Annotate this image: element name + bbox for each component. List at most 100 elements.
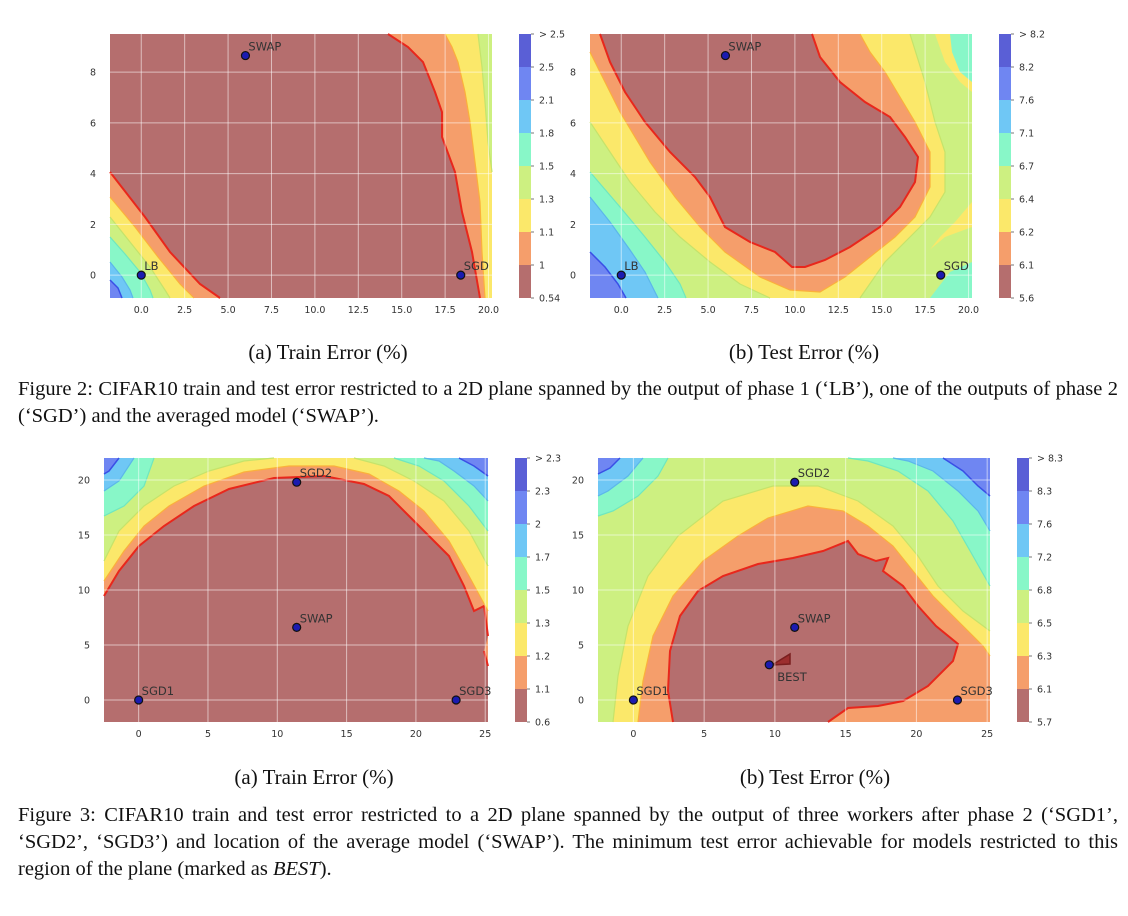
y-tick-label: 20 [572,476,584,487]
point-marker-sgd1 [628,695,638,705]
point-marker-swap [720,50,731,61]
colorbar-label: 8.3 [1037,487,1052,498]
colorbar-segment [999,199,1011,232]
colorbar-segment [515,689,527,722]
y-tick-label: 15 [572,531,584,542]
colorbar-label: 8.2 [1019,63,1034,74]
y-tick-label: 10 [78,586,90,597]
point-label-sgd2: SGD2 [300,466,332,480]
x-tick-label: 7.5 [264,305,279,316]
colorbar-segment [519,133,531,166]
colorbar-segment [999,265,1011,298]
colorbar-segment [519,232,531,265]
point-marker-sgd3 [451,695,461,705]
best-region-marker [771,652,791,666]
figure2-caption: Figure 2: CIFAR10 train and test error r… [18,376,1118,430]
point-label-swap: SWAP [728,40,761,54]
point-label-lb: LB [144,259,158,273]
x-tick-label: 12.5 [348,305,369,316]
y-tick-label: 2 [570,220,576,231]
point-marker-swap [790,622,800,632]
figure2-caption-text: CIFAR10 train and test error restricted … [18,378,1119,427]
point-marker-best [764,660,774,670]
colorbar-label: 7.1 [1019,129,1034,140]
chart-fig3a: 0 5 10 15 20 25 0 5 10 15 20 SGD2 SWAP SGD1 SGD3 0.6 1… [64,446,574,746]
point-label-sgd2: SGD2 [798,466,830,480]
colorbar-label: > 8.2 [1019,30,1045,41]
y-tick-label: 2 [90,220,96,231]
colorbar-segment [999,166,1011,199]
colorbar-label: 1.7 [535,553,550,564]
y-tick-label: 6 [90,118,96,129]
y-tick-label: 0 [90,271,96,282]
colorbar-label: 2 [535,520,541,531]
fig2a-subcaption: (a) Train Error (%) [248,340,408,364]
x-tick-label: 15 [341,729,353,740]
colorbar-label: 5.6 [1019,294,1034,305]
x-tick-label: 10.0 [784,305,805,316]
point-label-sgd1: SGD1 [142,684,174,698]
y-tick-label: 5 [578,641,584,652]
colorbar-segment [1017,689,1029,722]
y-tick-label: 4 [90,169,96,180]
x-tick-label: 0.0 [134,305,149,316]
colorbar-label: > 2.5 [539,30,565,41]
y-tick-label: 8 [90,68,96,79]
figure3-caption-label: Figure 3: [18,804,96,826]
colorbar-label: 0.6 [535,718,550,729]
x-tick-label: 7.5 [744,305,759,316]
point-marker-sgd1 [134,695,144,705]
point-label-sgd3: SGD3 [960,684,992,698]
x-tick-label: 20.0 [478,305,499,316]
colorbar-segment [1017,524,1029,557]
x-tick-label: 12.5 [828,305,849,316]
x-tick-label: 17.5 [435,305,456,316]
colorbar-label: 6.8 [1037,586,1052,597]
colorbar-label: 6.7 [1019,162,1034,173]
point-marker-sgd [936,270,946,280]
colorbar-segment [999,232,1011,265]
x-tick-label: 15.0 [871,305,892,316]
colorbar-label: 1.1 [535,685,550,696]
colorbar-label: 5.7 [1037,718,1052,729]
figure3-caption-emph: BEST [273,858,320,880]
colorbar-segment [515,656,527,689]
colorbar-segment [519,34,531,67]
colorbar-segment [515,458,527,491]
colorbar-label: 6.1 [1019,261,1034,272]
colorbar-segment [515,590,527,623]
colorbar-label: 6.5 [1037,619,1052,630]
colorbar-segment [1017,623,1029,656]
chart-fig2a: 0.0 2.5 5.0 7.5 10.0 12.5 15.0 17.5 20.0 0 2 4 6 8 SW… [70,22,570,322]
chart-fig2b: 0.0 2.5 5.0 7.5 10.0 12.5 15.0 17.5 20.0 0 2 4 6 8 SW… [550,22,1050,322]
y-tick-label: 0 [84,696,90,707]
chart-fig3b: 0 5 10 15 20 25 0 5 10 15 20 SGD2 SWAP BEST SGD1 SGD3 … [558,446,1068,746]
colorbar-label: 7.6 [1019,96,1034,107]
point-marker-lb [136,270,146,280]
point-marker-swap [240,50,251,61]
x-tick-label: 5.0 [701,305,716,316]
colorbar-label: 6.1 [1037,685,1052,696]
figure3-caption-text-2: ). [319,858,332,880]
colorbar-segment [519,166,531,199]
x-tick-label: 15.0 [391,305,412,316]
colorbar-label: 1.3 [535,619,550,630]
y-tick-label: 8 [570,68,576,79]
colorbar-label: 7.6 [1037,520,1052,531]
colorbar-segment [1017,458,1029,491]
point-label-sgd: SGD [464,259,489,273]
point-marker-swap [292,622,302,632]
colorbar-label: 0.54 [539,294,560,305]
point-marker-sgd2 [292,477,302,487]
fig2b-subcaption: (b) Test Error (%) [728,340,880,364]
colorbar-label: 6.3 [1037,652,1052,663]
colorbar-label: 1.2 [535,652,550,663]
y-tick-label: 4 [570,169,576,180]
point-marker-lb [616,270,626,280]
x-tick-label: 2.5 [177,305,192,316]
y-tick-label: 20 [78,476,90,487]
point-label-lb: LB [624,259,638,273]
x-tick-label: 0 [136,729,142,740]
